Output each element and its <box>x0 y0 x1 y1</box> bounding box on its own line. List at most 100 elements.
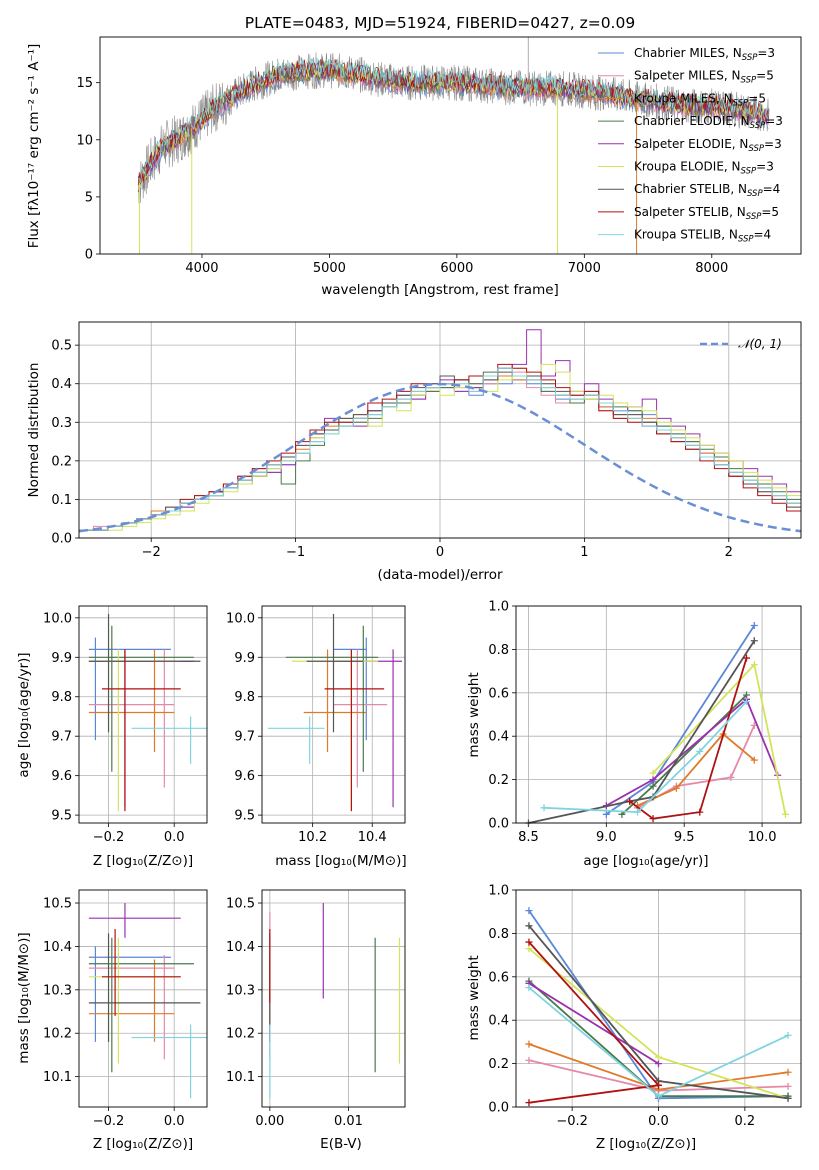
y-tick-label: 0.4 <box>51 377 72 392</box>
residuals-panel: (data-model)/error Normed distribution −… <box>26 321 802 583</box>
massEBV-ticks: 0.00 0.01 10.1 10.2 10.3 10.4 10.5 <box>226 897 363 1129</box>
errorbar-chabrier-elodie <box>88 625 194 772</box>
errorbar-kroupa-stelib <box>267 716 325 764</box>
plus-marker <box>750 756 758 764</box>
x-tick-label: 9.5 <box>674 830 695 845</box>
plus-marker <box>626 797 634 805</box>
age-z-ylabel: age [log₁₀(age/yr)] <box>16 652 32 777</box>
plus-marker <box>672 784 680 792</box>
ageZ-grid <box>79 606 207 823</box>
x-tick-label: 5000 <box>313 261 346 276</box>
ageM-frame <box>261 605 406 824</box>
plus-marker <box>649 815 657 823</box>
series-line <box>528 1084 659 1104</box>
residuals-ticks: −2 −1 0 1 2 0.0 0.1 0.2 0.3 0.4 0.5 <box>51 339 733 560</box>
y-tick-label: 0.2 <box>488 1057 509 1072</box>
series-chabrier-miles <box>602 622 758 818</box>
y-tick-label: 1.0 <box>488 600 509 615</box>
series-salpeter-elodie <box>602 695 782 810</box>
y-tick-label: 9.6 <box>234 769 255 784</box>
spectrum-ylabel: Flux [fλ10⁻¹⁷ erg cm⁻² s⁻¹ A⁻¹] <box>26 44 42 249</box>
errorbar-salpeter-elodie <box>336 649 403 808</box>
model-spectrum-salpeter-stelib <box>137 58 769 186</box>
plus-marker <box>784 1068 792 1076</box>
mwZ-ticks: −0.2 0.0 0.2 0.0 0.2 0.4 0.6 0.8 1.0 <box>488 884 755 1130</box>
plus-marker <box>750 661 758 669</box>
mass-z-ylabel: mass [log₁₀(M/M⊙)] <box>16 932 32 1063</box>
errorbar-kroupa-miles <box>303 649 367 752</box>
errorbar-kroupa-miles <box>88 959 175 1042</box>
y-tick-label: 0.0 <box>51 532 72 547</box>
plus-marker <box>742 654 750 662</box>
series-line <box>543 700 748 814</box>
y-tick-label: 9.9 <box>234 651 255 666</box>
mass-vs-metallicity-panel: Z [log₁₀(Z/Z⊙)] mass [log₁₀(M/M⊙)] −0.2 0… <box>16 889 208 1152</box>
x-tick-label: 8000 <box>695 261 728 276</box>
mw-age-ylabel: mass weight <box>466 672 482 757</box>
mwAge-ticks: 8.5 9.0 9.5 10.0 0.0 0.2 0.4 0.6 0.8 1.0 <box>488 600 776 846</box>
x-tick-label: 4000 <box>185 261 218 276</box>
y-tick-label: 9.9 <box>51 651 72 666</box>
errorbar-kroupa-miles <box>88 649 175 752</box>
series-kroupa-stelib <box>540 697 750 816</box>
y-tick-label: 9.5 <box>234 809 255 824</box>
y-tick-label: 9.7 <box>234 730 255 745</box>
plus-marker <box>784 1082 792 1090</box>
legend-label-salpeter-stelib: Salpeter STELIB, NSSP=5 <box>634 205 779 222</box>
x-tick-label: 9.0 <box>596 830 617 845</box>
spectrum-panel: PLATE=0483, MJD=51924, FIBERID=0427, z=0… <box>26 14 802 298</box>
mass-z-xlabel: Z [log₁₀(Z/Z⊙)] <box>93 1136 193 1152</box>
mwAge-frame <box>515 605 802 824</box>
errorbar-kroupa-elodie <box>88 649 181 812</box>
y-tick-label: 1.0 <box>488 884 509 899</box>
series-line <box>605 697 779 807</box>
spectrum-legend: Chabrier MILES, NSSP=3 Salpeter MILES, NS… <box>598 46 783 245</box>
y-tick-label: 0.5 <box>51 339 72 354</box>
age-mass-xlabel: mass [log₁₀(M/M⊙)] <box>275 853 406 869</box>
series-line <box>528 982 659 1065</box>
legend-label-chabrier-elodie: Chabrier ELODIE, NSSP=3 <box>634 114 783 131</box>
residuals-frame <box>78 321 802 539</box>
massZ-frame <box>78 889 208 1108</box>
y-tick-label: 15 <box>76 76 93 91</box>
plus-marker <box>655 1081 662 1089</box>
series-line <box>637 732 755 807</box>
plus-marker <box>750 637 758 645</box>
y-tick-label: 0 <box>85 248 93 263</box>
plus-marker <box>727 773 735 781</box>
errorbar-salpeter-stelib <box>101 929 181 1016</box>
plus-marker <box>655 1053 662 1061</box>
series-line <box>629 657 748 820</box>
mwZ-frame <box>515 889 802 1108</box>
y-tick-label: 10.1 <box>43 1070 72 1085</box>
errorbar-chabrier-stelib <box>88 613 201 733</box>
y-tick-label: 0.3 <box>51 416 72 431</box>
legend-label-chabrier-miles: Chabrier MILES, NSSP=3 <box>634 46 775 63</box>
plus-marker <box>750 622 758 630</box>
errorbar-chabrier-miles <box>88 946 171 1042</box>
plus-marker <box>696 808 704 816</box>
series-kroupa-miles <box>633 730 758 810</box>
spectrum-title: PLATE=0483, MJD=51924, FIBERID=0427, z=0… <box>245 14 635 32</box>
gaussian-curve <box>78 382 802 533</box>
x-tick-label: −2 <box>142 545 161 560</box>
legend-label-salpeter-miles: Salpeter MILES, NSSP=5 <box>634 69 774 86</box>
mw-age-xlabel: age [log₁₀(age/yr)] <box>583 853 708 869</box>
plus-marker <box>540 804 548 812</box>
series-line <box>528 640 756 824</box>
errorbar-salpeter-miles <box>88 955 175 1060</box>
series-salpeter-stelib <box>525 1081 662 1107</box>
y-tick-label: 0.6 <box>488 970 509 985</box>
y-tick-label: 0.1 <box>51 493 72 508</box>
y-tick-label: 0.4 <box>488 730 509 745</box>
y-tick-label: 9.8 <box>51 690 72 705</box>
mwZ-grid <box>516 889 801 1108</box>
plus-marker <box>655 1060 662 1068</box>
errorbar-kroupa-elodie <box>88 937 181 1064</box>
plus-marker <box>602 810 610 818</box>
series-line <box>528 941 660 1086</box>
y-tick-label: 9.8 <box>234 690 255 705</box>
x-tick-label: −0.2 <box>93 1114 125 1129</box>
plus-marker <box>742 697 750 705</box>
